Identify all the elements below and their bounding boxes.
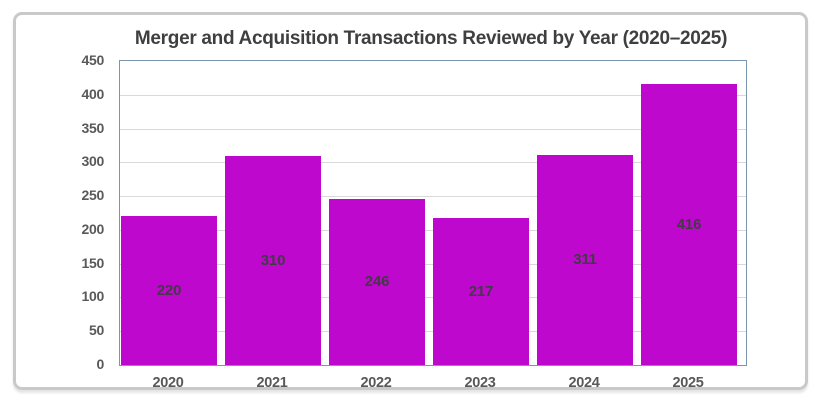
gridline-350 (120, 128, 746, 130)
y-tick-label-150: 150 (81, 254, 105, 271)
y-tick-label-0: 0 (96, 356, 105, 372)
y-tick-label-200: 200 (81, 220, 105, 237)
bar-2020: 220 (121, 216, 217, 365)
gridline-250 (120, 196, 746, 198)
bar-2021: 310 (225, 156, 321, 365)
bar-data-label-2023: 217 (468, 282, 494, 300)
bar-data-label-2024: 311 (573, 251, 597, 268)
plot-area: 220 310 246 217 311 416 (119, 60, 747, 366)
bar-2023: 217 (433, 218, 529, 365)
gridline-400 (120, 94, 746, 96)
bar-data-label-2020: 220 (156, 281, 182, 299)
x-tick-label-2023: 2023 (464, 375, 496, 391)
x-tick-label-2024: 2024 (568, 375, 600, 391)
x-tick-label-2022: 2022 (360, 375, 392, 391)
y-tick-label-250: 250 (81, 187, 105, 204)
x-tick-label-2025: 2025 (672, 375, 704, 391)
bar-2024: 311 (537, 155, 633, 365)
bar-data-label-2025: 416 (676, 215, 702, 233)
y-tick-label-450: 450 (81, 52, 105, 68)
y-tick-label-400: 400 (81, 85, 105, 102)
y-tick-label-100: 100 (81, 288, 105, 305)
bar-2025: 416 (641, 84, 737, 365)
bar-data-label-2021: 310 (260, 251, 286, 269)
x-tick-label-2020: 2020 (152, 375, 184, 391)
bar-data-label-2022: 246 (364, 273, 390, 290)
bar-2022: 246 (329, 199, 425, 365)
chart-card: Merger and Acquisition Transactions Revi… (13, 12, 808, 391)
x-tick-label-2021: 2021 (256, 375, 288, 391)
y-tick-label-300: 300 (81, 153, 105, 170)
chart-title: Merger and Acquisition Transactions Revi… (134, 28, 728, 49)
gridline-300 (120, 162, 746, 164)
y-tick-label-350: 350 (81, 119, 105, 136)
y-tick-label-50: 50 (89, 322, 104, 339)
